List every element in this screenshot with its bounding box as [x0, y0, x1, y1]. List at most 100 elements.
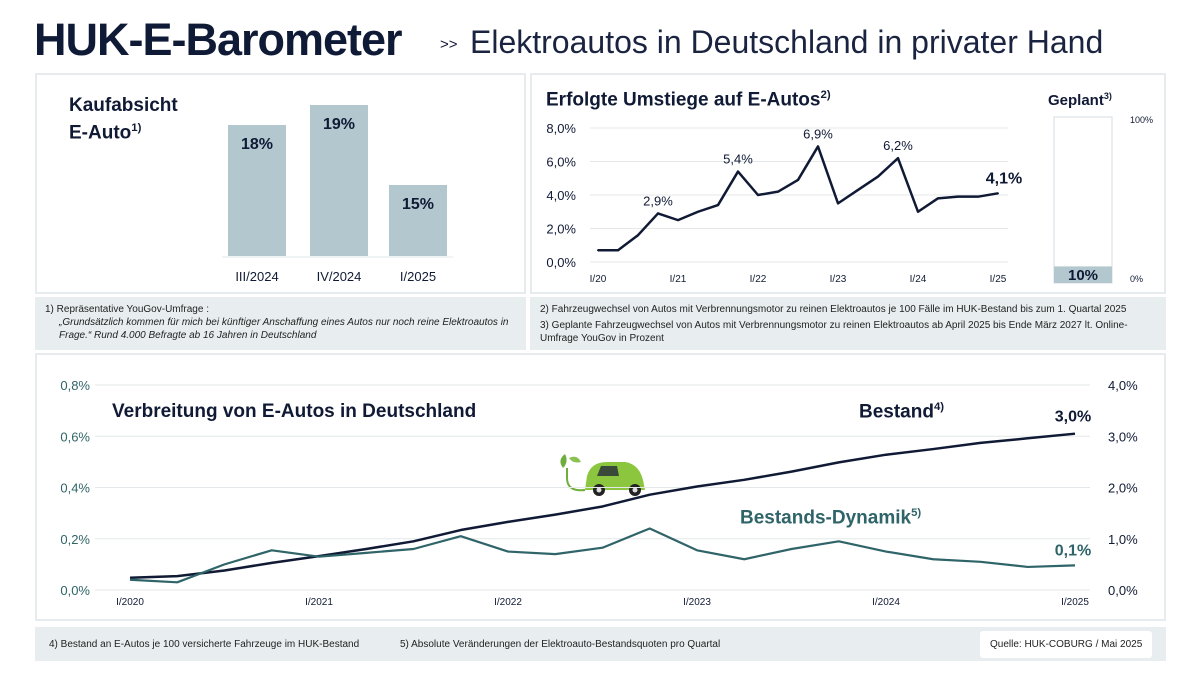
- umstiege-point: [797, 178, 799, 181]
- series-line-dynamik: [129, 527, 1076, 584]
- footnote-ref: 5): [911, 507, 922, 519]
- x-tick-label: I/2024: [872, 597, 900, 608]
- x-tick-label: I/2021: [305, 597, 333, 608]
- footnote-ref: 1): [131, 122, 142, 134]
- umstiege-point: [737, 170, 739, 173]
- umstiege-point: [657, 212, 659, 215]
- data-label: 6,9%: [803, 126, 833, 141]
- page-subtitle: Elektroautos in Deutschland in privater …: [470, 24, 1104, 60]
- bar-value-label: 19%: [323, 116, 355, 133]
- left-tick-label: 0,2%: [60, 532, 90, 547]
- umstiege-point: [777, 190, 779, 193]
- data-label: 2,9%: [643, 193, 673, 208]
- footnote-1: 1) Repräsentative YouGov-Umfrage : „Grun…: [35, 297, 526, 350]
- umstiege-point: [637, 234, 639, 237]
- x-tick-label: I/23: [830, 274, 847, 285]
- umstiege-point: [697, 210, 699, 213]
- series-end-label: 3,0%: [1055, 409, 1091, 426]
- footnote-5: 5) Absolute Veränderungen der Elektroaut…: [400, 639, 721, 650]
- bar-IV/2024: [310, 105, 368, 256]
- source-label: Quelle: HUK-COBURG / Mai 2025: [980, 631, 1153, 658]
- electric-car-icon: [560, 454, 645, 496]
- footnote-1-line2: „Grundsätzlich kommen für mich bei künft…: [59, 317, 509, 341]
- bar-III/2024: [228, 125, 286, 256]
- bestand-label-text: Bestand: [859, 401, 934, 423]
- footnote-bar: 4) Bestand an E-Autos je 100 versicherte…: [35, 627, 1166, 661]
- dynamik-label-text: Bestands-Dynamik: [740, 507, 912, 529]
- right-tick-label: 1,0%: [1108, 532, 1138, 547]
- x-tick-label: I/2022: [494, 597, 522, 608]
- data-label: 6,2%: [883, 138, 913, 153]
- right-tick-label: 2,0%: [1108, 481, 1138, 496]
- left-tick-label: 0,6%: [60, 429, 90, 444]
- x-tick-label: I/24: [910, 274, 927, 285]
- verbreitung-title: Verbreitung von E-Autos in Deutschland: [112, 401, 477, 422]
- footnote-4: 4) Bestand an E-Autos je 100 versicherte…: [49, 639, 360, 650]
- title-separator: >>: [440, 36, 458, 53]
- data-label: 4,1%: [986, 170, 1022, 187]
- footnote-3: 3) Geplante Fahrzeugwechsel von Autos mi…: [540, 320, 1128, 344]
- footnote-ref: 3): [1103, 91, 1112, 101]
- left-tick-label: 0,4%: [60, 481, 90, 496]
- geplant-title-text: Geplant: [1048, 92, 1104, 109]
- kaufabsicht-title: Kaufabsicht E-Auto1): [69, 95, 178, 144]
- right-tick-label: 0,0%: [1108, 583, 1138, 598]
- geplant-bar-frame: [1053, 116, 1113, 284]
- kaufabsicht-title-line2: E-Auto: [69, 122, 132, 144]
- x-tick-label: I/21: [670, 274, 687, 285]
- umstiege-point: [617, 249, 619, 252]
- bar-value-label: 15%: [402, 196, 434, 213]
- footnote-1-line1: 1) Repräsentative YouGov-Umfrage :: [45, 304, 209, 315]
- x-tick-label: I/25: [990, 274, 1007, 285]
- y-tick-label: 0%: [1130, 274, 1143, 284]
- x-tick-label: I/22: [750, 274, 767, 285]
- left-tick-label: 0,0%: [60, 583, 90, 598]
- footnote-ref: 2): [820, 89, 831, 101]
- x-tick-label: I/20: [590, 274, 607, 285]
- y-tick-label: 2,0%: [546, 222, 576, 237]
- right-tick-label: 3,0%: [1108, 429, 1138, 444]
- umstiege-point: [977, 195, 979, 198]
- page-title: HUK-E-Barometer: [34, 14, 403, 65]
- bar-value-label: 18%: [241, 136, 273, 153]
- umstiege-point: [997, 192, 999, 195]
- x-tick-label: I/2020: [116, 597, 144, 608]
- x-tick-label: I/2025: [1061, 597, 1089, 608]
- y-tick-label: 8,0%: [546, 121, 576, 136]
- bestand-label: Bestand4): [859, 401, 944, 423]
- umstiege-point: [757, 194, 759, 196]
- x-tick-label: I/2023: [683, 597, 711, 608]
- right-tick-label: 4,0%: [1108, 378, 1138, 393]
- y-tick-label: 6,0%: [546, 155, 576, 170]
- footnote-2: 2) Fahrzeugwechsel von Autos mit Verbren…: [540, 304, 1127, 315]
- y-tick-label: 0,0%: [546, 255, 576, 270]
- series-line-bestand: [129, 432, 1076, 579]
- umstiege-point: [877, 175, 879, 178]
- umstiege-point: [837, 202, 839, 205]
- footnote-ref: 4): [933, 401, 945, 413]
- y-tick-label: 4,0%: [546, 188, 576, 203]
- umstiege-point: [957, 195, 959, 198]
- umstiege-point: [817, 145, 819, 148]
- umstiege-point: [857, 188, 859, 191]
- y-tick-label: 100%: [1130, 115, 1153, 125]
- bar-I/2025: [389, 185, 447, 256]
- geplant-value-label: 10%: [1068, 267, 1098, 284]
- data-label: 5,4%: [723, 152, 753, 167]
- umstiege-point: [897, 157, 899, 160]
- dynamik-label: Bestands-Dynamik5): [740, 507, 921, 529]
- geplant-title: Geplant3): [1048, 91, 1112, 109]
- umstiege-title-text: Erfolgte Umstiege auf E-Autos: [546, 89, 821, 111]
- umstiege-point: [917, 210, 919, 213]
- footnote-2-3: 2) Fahrzeugwechsel von Autos mit Verbren…: [530, 297, 1166, 350]
- umstiege-point: [677, 219, 679, 222]
- left-tick-label: 0,8%: [60, 378, 90, 393]
- umstiege-title: Erfolgte Umstiege auf E-Autos2): [546, 89, 831, 111]
- umstiege-point: [937, 197, 939, 200]
- bar-category-label: IV/2024: [317, 269, 362, 284]
- series-end-label: 0,1%: [1055, 542, 1091, 559]
- kaufabsicht-title-line1: Kaufabsicht: [69, 95, 178, 116]
- bar-category-label: I/2025: [400, 269, 436, 284]
- geplant-bar-fill: [1054, 266, 1112, 283]
